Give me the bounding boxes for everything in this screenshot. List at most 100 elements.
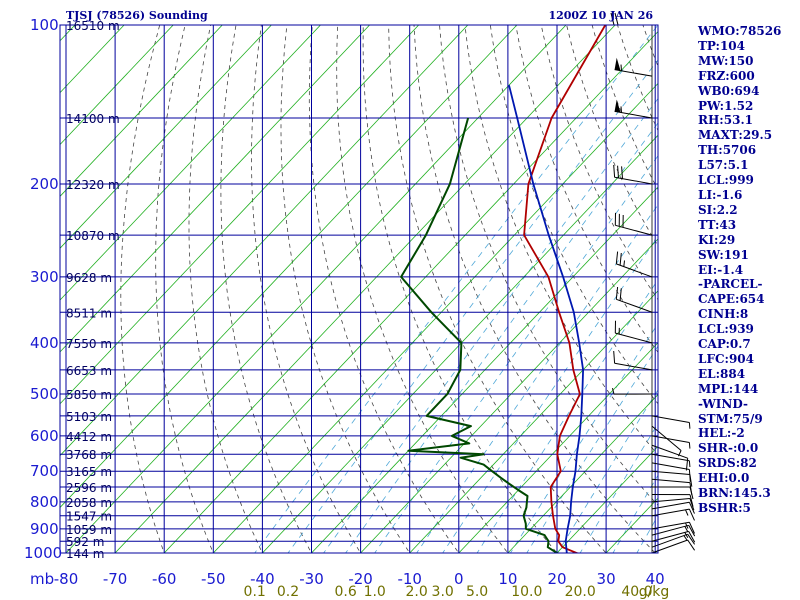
mixing-ratio-label: 20.0 (565, 584, 596, 600)
dewpoint-line (400, 117, 561, 553)
mixing-ratio-line (509, 323, 658, 553)
height-label: 1547 m (66, 510, 112, 524)
wind-barb-feather (685, 458, 689, 471)
wind-barb-half-feather (688, 422, 691, 429)
stat-item: EI:-1.4 (698, 262, 744, 277)
isotherm-line (310, 186, 658, 553)
stat-item: SW:191 (698, 247, 749, 262)
dry-adiabat (155, 25, 214, 553)
wind-barb (615, 286, 653, 313)
isotherm-line (163, 30, 658, 553)
temperature-tick-label: -60 (152, 570, 177, 588)
stat-item: CINH:8 (698, 307, 749, 322)
height-label: 2596 m (66, 481, 112, 495)
mixing-ratio-label: 40.0 (621, 584, 652, 600)
wind-barb-shaft (615, 332, 653, 344)
height-label: 1059 m (66, 523, 112, 537)
wind-barb (651, 425, 682, 457)
mixing-ratio-label: 0.1 (244, 584, 266, 600)
mixing-ratio-label: 10.0 (511, 584, 542, 600)
isotherm-line (261, 134, 658, 553)
stat-item: WB0:694 (698, 83, 760, 98)
wind-barb-shaft (614, 110, 653, 119)
mixing-ratio-label: 3.0 (432, 584, 454, 600)
isotherm-line (60, 25, 420, 405)
stat-item: L57:5.1 (698, 158, 749, 173)
stat-item: HEL:-2 (698, 426, 745, 441)
isotherm-line (60, 25, 272, 249)
mixing-ratio-line (476, 279, 658, 553)
wind-barb (614, 320, 653, 344)
stat-item: EHI:0.0 (698, 471, 750, 486)
wind-barb-shaft (615, 224, 653, 236)
temperature-tick-label: -30 (299, 570, 324, 588)
stat-item: MW:150 (698, 53, 754, 68)
dry-adiabat (566, 25, 658, 247)
mixing-ratio-line (442, 235, 658, 553)
wind-barb (614, 212, 653, 236)
isotherm-line (507, 393, 658, 553)
isotherm-line (60, 25, 322, 301)
height-label: 2058 m (66, 496, 112, 510)
wind-barb-feather (688, 508, 695, 521)
temperature-tick-label: -10 (397, 570, 422, 588)
temperature-tick-label: -80 (54, 570, 79, 588)
stat-item: TT:43 (698, 217, 737, 232)
wind-barb-shaft (651, 444, 688, 459)
wind-barb (612, 387, 653, 395)
wind-barb-feather (688, 469, 691, 482)
stat-item: RH:53.1 (698, 113, 753, 128)
wind-barb-half-feather (683, 535, 688, 541)
stat-item: LFC:904 (698, 351, 754, 366)
wind-barb-shaft (614, 176, 653, 185)
wind-barb (614, 99, 653, 119)
dry-adiabat (515, 25, 658, 353)
wind-barb-shaft (651, 425, 682, 451)
wind-barb-shaft (614, 69, 653, 77)
mixing-ratio-line (526, 345, 658, 553)
temperature-line (523, 25, 607, 553)
mixing-ratio-line (287, 59, 658, 553)
temperature-tick-label: 10 (498, 570, 517, 588)
height-label: 3165 m (66, 465, 112, 479)
height-label: 3768 m (66, 448, 112, 462)
stat-item: CAPE:654 (698, 292, 765, 307)
wind-barb-half-feather (620, 106, 622, 113)
wind-barb-half-feather (688, 442, 691, 449)
stat-item: PW:1.52 (698, 98, 754, 113)
temperature-tick-label: 30 (597, 570, 616, 588)
dry-adiabat (388, 25, 607, 553)
isotherm-line (60, 25, 371, 353)
stat-item: KI:29 (698, 232, 736, 247)
wind-barb-half-feather (677, 450, 682, 457)
wind-barb-half-feather (688, 460, 691, 468)
height-label: 16510 m (66, 19, 120, 33)
stat-item: CAP:0.7 (698, 337, 751, 352)
isotherm-line (114, 25, 616, 553)
stat-item: STM:75/9 (698, 411, 763, 426)
dry-adiabat (362, 25, 558, 553)
pressure-tick-label: 900 (30, 520, 59, 538)
dry-adiabat (308, 25, 460, 553)
height-label: 10870 m (66, 229, 120, 243)
isotherm-line (60, 25, 174, 146)
height-label: 5103 m (66, 410, 112, 424)
temperature-tick-label: 40 (646, 570, 665, 588)
mixing-ratio-line (345, 122, 658, 553)
wind-barbs (610, 12, 696, 554)
height-label: 12320 m (66, 178, 120, 192)
dry-adiabat (439, 25, 658, 506)
dry-adiabat (280, 25, 411, 553)
isotherm-line (0, 13, 37, 564)
wind-barb-half-feather (623, 260, 625, 267)
wind-barb-half-feather (685, 522, 689, 529)
isotherm-line (60, 25, 518, 509)
mixing-ratio-line (254, 25, 658, 553)
dry-adiabat (220, 25, 312, 553)
pressure-tick-label: 500 (30, 385, 59, 403)
isotherm-line (212, 82, 658, 553)
stat-item: MAXT:29.5 (698, 128, 773, 143)
wind-barb-feather (687, 533, 696, 545)
temperature-tick-label: -20 (348, 570, 373, 588)
height-label: 6653 m (66, 364, 112, 378)
